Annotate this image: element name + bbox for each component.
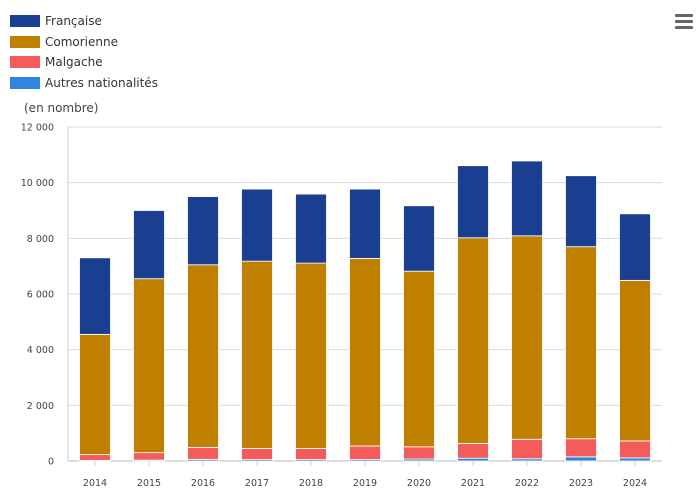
bar-segment — [565, 175, 597, 248]
bar-segment — [187, 264, 219, 448]
x-tick-label: 2015 — [137, 478, 161, 489]
bar-segment — [241, 448, 273, 461]
bar-segment — [79, 333, 111, 455]
bar-segment — [133, 210, 165, 280]
bar-segment — [511, 438, 543, 460]
bar-segment — [619, 213, 651, 281]
bar-segment — [403, 270, 435, 448]
y-tick-label: 12 000 — [21, 123, 54, 134]
x-tick-label: 2019 — [353, 478, 377, 489]
bar-segment — [403, 205, 435, 272]
bar-segment — [565, 456, 597, 462]
bar-segment — [295, 262, 327, 449]
y-tick-label: 0 — [48, 457, 54, 468]
bar-segment — [349, 257, 381, 447]
x-tick-label: 2014 — [83, 478, 107, 489]
legend-swatch — [10, 76, 40, 89]
legend-item[interactable]: Autres nationalités — [10, 73, 158, 94]
bar-segment — [295, 193, 327, 264]
y-tick-label: 10 000 — [21, 178, 54, 189]
bar-segment — [79, 257, 111, 335]
bar-segment — [619, 457, 651, 462]
chart-legend: Française Comorienne Malgache Autres nation… — [10, 11, 158, 93]
bar-segment — [457, 457, 489, 462]
legend-item[interactable]: Malgache — [10, 52, 158, 73]
bar-segment — [619, 440, 651, 459]
bar-segment — [403, 446, 435, 460]
x-tick-label: 2018 — [299, 478, 323, 489]
bar-segment — [565, 246, 597, 440]
bar-segment — [133, 278, 165, 454]
x-tick-label: 2024 — [623, 478, 647, 489]
legend-swatch — [10, 35, 40, 48]
y-axis-unit-label: (en nombre) — [24, 101, 99, 115]
x-tick-label: 2017 — [245, 478, 269, 489]
x-tick-label: 2020 — [407, 478, 431, 489]
hamburger-menu-icon[interactable] — [675, 14, 693, 30]
legend-label: Française — [45, 14, 102, 29]
x-tick-label: 2023 — [569, 478, 593, 489]
bar-segment — [457, 165, 489, 239]
x-tick-label: 2016 — [191, 478, 215, 489]
x-tick-label: 2021 — [461, 478, 485, 489]
legend-swatch — [10, 56, 40, 69]
y-tick-label: 8 000 — [27, 234, 54, 245]
legend-label: Autres nationalités — [45, 75, 158, 90]
bar-segment — [79, 454, 111, 461]
bar-segment — [349, 188, 381, 259]
bar-segment — [187, 196, 219, 266]
legend-label: Malgache — [45, 55, 103, 70]
bar-segment — [295, 448, 327, 461]
bar-segment — [133, 452, 165, 461]
legend-swatch — [10, 15, 40, 28]
bar-segment — [565, 438, 597, 458]
bar-segment — [457, 237, 489, 444]
legend-item[interactable]: Française — [10, 11, 158, 32]
y-tick-label: 4 000 — [27, 345, 54, 356]
legend-label: Comorienne — [45, 34, 118, 49]
bar-segment — [187, 446, 219, 460]
y-tick-label: 2 000 — [27, 401, 54, 412]
bar-segment — [349, 445, 381, 461]
y-tick-label: 6 000 — [27, 290, 54, 301]
legend-item[interactable]: Comorienne — [10, 32, 158, 53]
bar-segment — [511, 235, 543, 440]
bar-segment — [457, 443, 489, 459]
x-tick-label: 2022 — [515, 478, 539, 489]
bar-segment — [241, 260, 273, 449]
bar-segment — [619, 279, 651, 442]
bar-segment — [511, 160, 543, 237]
bar-segment — [241, 188, 273, 262]
